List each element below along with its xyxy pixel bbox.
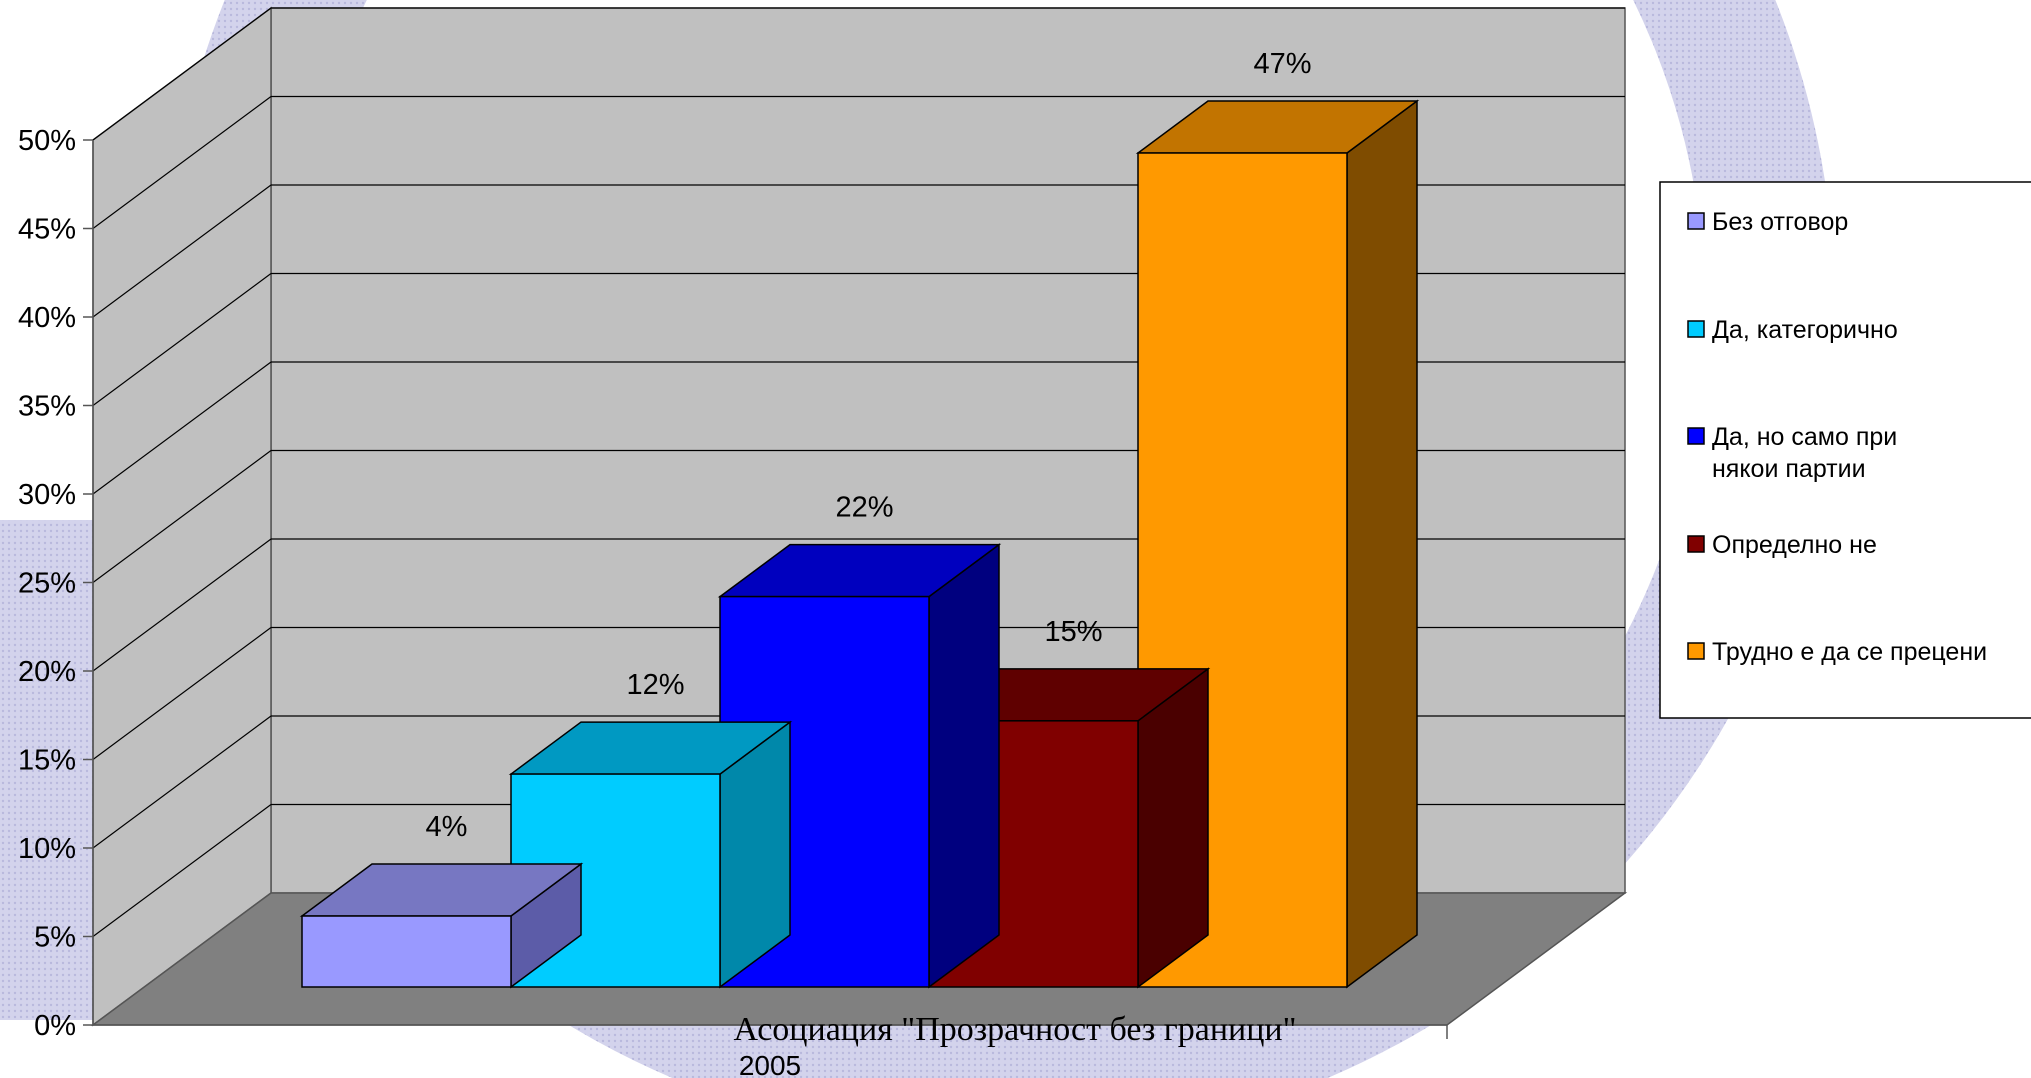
category-label: 2005 — [739, 1050, 801, 1078]
y-tick-label: 40% — [18, 302, 76, 334]
y-tick-label: 30% — [18, 479, 76, 511]
legend-label-1: Без отговор — [1712, 208, 1848, 236]
legend-swatch — [1687, 320, 1705, 338]
data-label-3: 22% — [835, 492, 893, 524]
gridline-side — [92, 96, 272, 229]
data-labels: 4% 12% 22% 15% 47% — [426, 48, 1312, 843]
y-tick-label: 10% — [18, 833, 76, 865]
gridline-side — [92, 804, 272, 937]
bar-side-face — [1137, 667, 1209, 989]
y-tick-label: 25% — [18, 568, 76, 600]
legend-label-2: Да, категорично — [1712, 316, 1898, 344]
y-axis: 0% 5% 10% 15% 20% 25% 30% 35% 40% 45% 50% — [18, 125, 1448, 1042]
legend-swatch — [1687, 427, 1705, 445]
legend-label-5: Трудно е да се прецени — [1712, 638, 1987, 666]
y-tick-label: 20% — [18, 656, 76, 688]
data-label-1: 4% — [426, 811, 468, 843]
gridline-side — [92, 715, 272, 849]
y-tick-label: 15% — [18, 745, 76, 777]
data-label-2: 12% — [626, 669, 684, 701]
legend-swatch — [1687, 642, 1705, 660]
gridline-side — [92, 184, 272, 318]
y-tick-label: 35% — [18, 391, 76, 423]
legend-swatch — [1687, 535, 1705, 553]
legend-label-4: Определно не — [1712, 531, 1877, 559]
y-tick-label: 5% — [34, 922, 76, 954]
bar-1 — [299, 862, 584, 989]
bar-front-face — [301, 915, 512, 988]
y-tick-label: 0% — [34, 1010, 76, 1042]
source-caption: Асоциация "Прозрачност без граници" — [734, 1011, 1297, 1048]
gridline-side — [92, 361, 272, 495]
data-label-4: 15% — [1044, 616, 1102, 648]
y-tick-label: 45% — [18, 214, 76, 246]
legend-label-3: Да, но само при някои партии — [1712, 423, 1897, 483]
gridline-side — [92, 627, 272, 760]
legend: Без отговор Да, категорично Да, но само пр… — [1659, 181, 2031, 719]
legend-box — [1659, 181, 2031, 719]
bar-side-face — [928, 543, 1000, 989]
bars — [299, 99, 1420, 989]
gridline-side — [92, 450, 272, 583]
legend-swatch — [1687, 212, 1705, 230]
gridline-side — [92, 273, 272, 406]
bar-side-face — [1346, 99, 1418, 989]
gridline-side — [92, 538, 272, 672]
data-label-5: 47% — [1253, 48, 1311, 80]
gridline-side — [92, 7, 272, 141]
y-tick-label: 50% — [18, 125, 76, 157]
